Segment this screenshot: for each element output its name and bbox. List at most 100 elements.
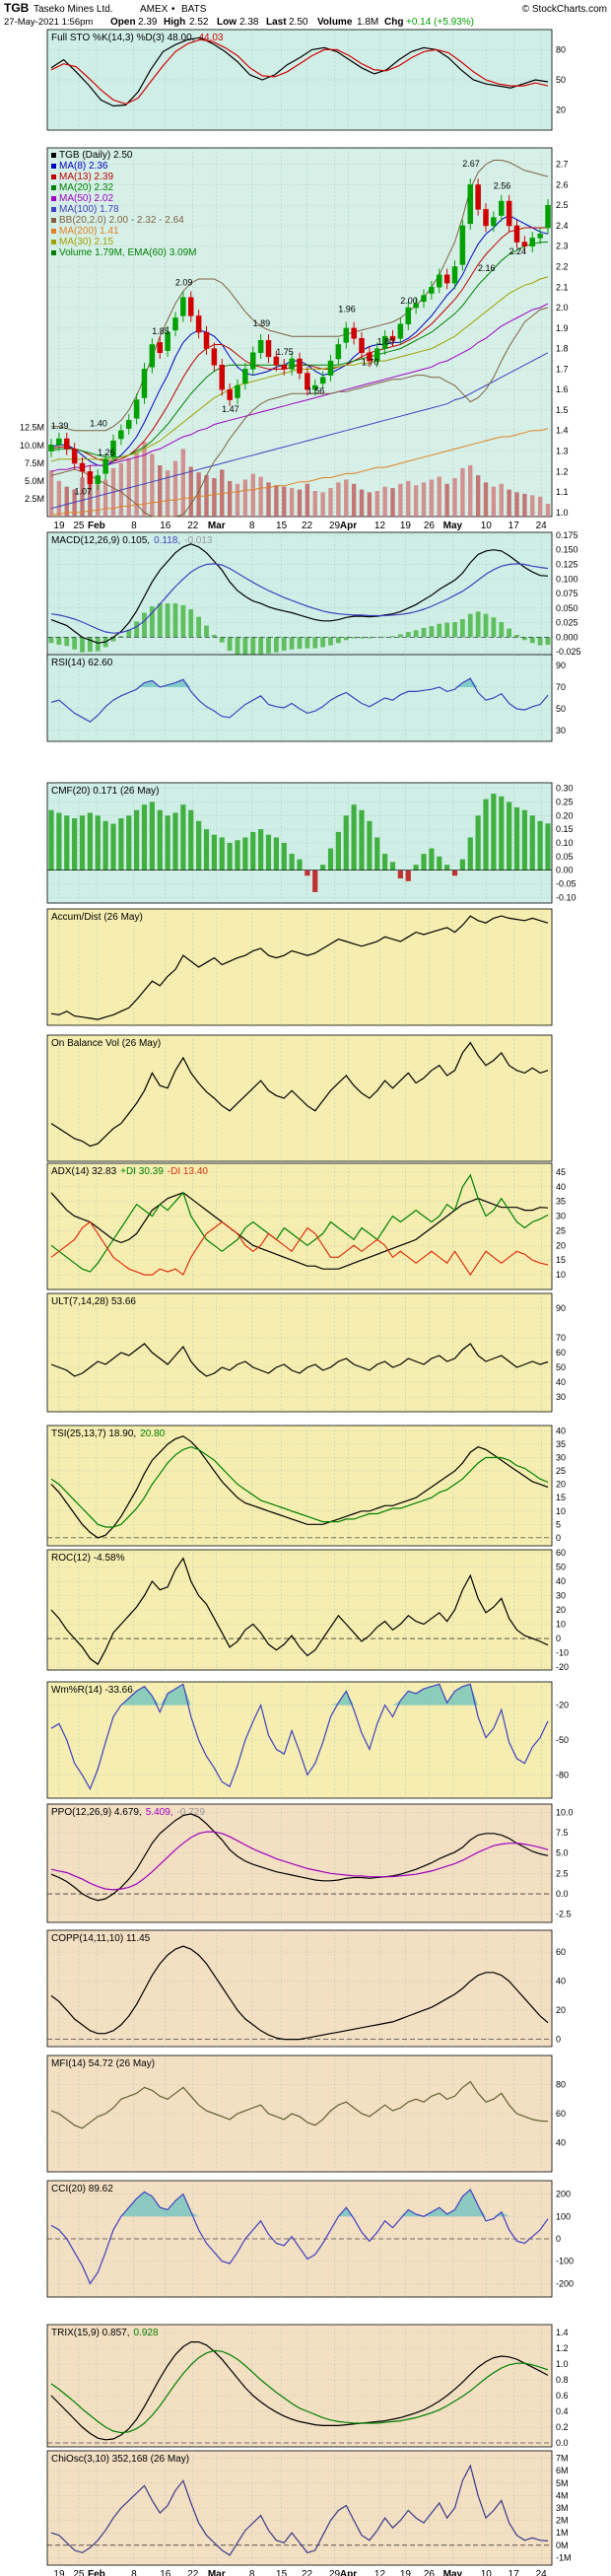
site-credit: © StockCharts.com	[522, 4, 607, 15]
histogram-bar	[437, 623, 442, 638]
low-label: Low	[217, 17, 237, 28]
volume-label: Volume	[317, 17, 353, 28]
y-tick-label: 70	[556, 682, 566, 692]
candle-body	[429, 287, 435, 294]
y-tick-label: 0.10	[556, 838, 574, 848]
panel-7: 45 40 35 30 25 20 15 10 ADX(14) 32.83 +DI 30.39 -D…	[46, 1162, 566, 1290]
y-tick-label: 2M	[556, 2516, 569, 2526]
y-tick-label: 2.4	[556, 221, 569, 231]
cmf-bar	[305, 870, 310, 876]
price-annotation: 1.96	[338, 304, 356, 313]
data-source: BATS	[181, 4, 207, 15]
candle-body	[195, 315, 202, 333]
cmf-bar	[188, 809, 194, 870]
cmf-bar	[227, 843, 233, 870]
y-tick-label: 60	[556, 1548, 566, 1558]
x-tick-label: 19	[400, 2569, 412, 2576]
y-tick-label: 15	[556, 1255, 566, 1265]
candle-body	[367, 352, 373, 362]
x-tick-label: Apr	[340, 2569, 357, 2576]
panel-3: 90 70 50 30 RSI(14) 62.60	[46, 654, 566, 742]
y-tick-label: 20	[556, 1240, 566, 1250]
histogram-bar	[351, 637, 357, 639]
cmf-bar	[483, 799, 489, 870]
y-tick-label: 40	[556, 2138, 566, 2148]
panel-14: 80 60 40 MFI(14) 54.72 (26 May)	[46, 2054, 566, 2173]
y-tick-label: -20	[556, 1701, 569, 1710]
cmf-bar	[421, 854, 427, 870]
histogram-bar	[320, 637, 326, 648]
y-tick-label: -200	[556, 2278, 574, 2288]
y-tick-label: 0.00	[556, 866, 574, 875]
quote-date: 27-May-2021 1:56pm	[4, 17, 93, 28]
y-tick-label: 0.000	[556, 632, 578, 642]
panel-title: ADX(14) 32.83	[51, 1166, 117, 1177]
panel-bg	[46, 908, 553, 1026]
candle-body	[172, 317, 178, 331]
x-tick-label: 19	[400, 521, 412, 531]
panel-4: 0.30 0.25 0.20 0.15 0.10 0.05 0.00 -0.05 -0.10 CM…	[46, 782, 577, 904]
x-tick-label: Mar	[208, 2569, 226, 2576]
price-annotation: 1.75	[276, 347, 294, 357]
x-tick-label: May	[443, 2569, 463, 2576]
y-tick-label: 40	[556, 1576, 566, 1586]
volume-bar	[483, 482, 489, 517]
panel-title-value: 5.409,	[146, 1807, 173, 1818]
series-line	[50, 1446, 549, 1528]
series-line	[50, 2080, 549, 2129]
cmf-bar	[134, 809, 140, 870]
histogram-bar	[149, 606, 155, 638]
cmf-bar	[250, 831, 256, 870]
y-tick-label: 0.150	[556, 545, 578, 555]
series-line	[50, 1831, 549, 1891]
candle-body	[250, 352, 256, 370]
cmf-bar	[467, 837, 473, 870]
histogram-bar	[305, 637, 310, 649]
volume-bar	[320, 492, 325, 517]
y-tick-label: 25	[556, 1466, 566, 1476]
volume-bar	[344, 479, 349, 517]
histogram-bar	[367, 637, 373, 639]
panel-title: Full STO %K(14,3) %D(3) 48.00,	[51, 33, 194, 43]
x-tick-label: 8	[249, 521, 255, 531]
histogram-bar	[95, 637, 101, 652]
y-tick-label: 4M	[556, 2490, 569, 2500]
cmf-bar	[118, 818, 124, 870]
cmf-bar	[102, 820, 108, 870]
series-line	[50, 2341, 549, 2441]
histogram-bar	[56, 637, 62, 646]
legend-entry: Volume 1.79M, EMA(60) 3.09M	[59, 247, 197, 258]
histogram-bar	[537, 637, 543, 646]
y-tick-label: 60	[556, 1947, 566, 1957]
x-tick-label: 19	[53, 2569, 65, 2576]
y-tick-label: 0.4	[556, 2406, 569, 2416]
panel-title: CCI(20) 89.62	[51, 2184, 113, 2194]
cmf-bar	[126, 815, 132, 870]
x-tick-label: 25	[73, 2569, 85, 2576]
panel-11: -20 -50 -80 Wm%R(14) -33.66	[46, 1681, 569, 1799]
legend-swatch	[51, 218, 56, 223]
candle-body	[281, 364, 287, 370]
cmf-bar	[165, 815, 170, 870]
y-tick-label: 0.15	[556, 824, 574, 834]
volume-bar	[72, 489, 77, 517]
x-tick-label: 16	[160, 521, 171, 531]
series-line	[50, 563, 549, 634]
legend-entry: MA(20) 2.32	[59, 182, 113, 193]
legend-entry: MA(30) 2.15	[59, 237, 113, 247]
cmf-bar	[335, 831, 341, 870]
panel-title: COPP(14,11,10) 11.45	[51, 1933, 151, 1944]
volume-bar	[180, 449, 186, 517]
candle-body	[289, 358, 295, 370]
histogram-bar	[444, 622, 450, 638]
histogram-bar	[204, 625, 209, 638]
cmf-bar	[219, 837, 225, 870]
histogram-bar	[514, 635, 519, 638]
volume-bar	[374, 491, 379, 517]
histogram-bar	[507, 628, 512, 638]
panel-0: 80 50 20 Full STO %K(14,3) %D(3) 48.00, 44.0…	[46, 29, 566, 131]
volume-bar	[56, 480, 62, 517]
panel-title: ULT(7,14,28) 53.66	[51, 1296, 136, 1307]
y-tick-label: 40	[556, 1182, 566, 1192]
panel-title: Wm%R(14) -33.66	[51, 1685, 133, 1696]
